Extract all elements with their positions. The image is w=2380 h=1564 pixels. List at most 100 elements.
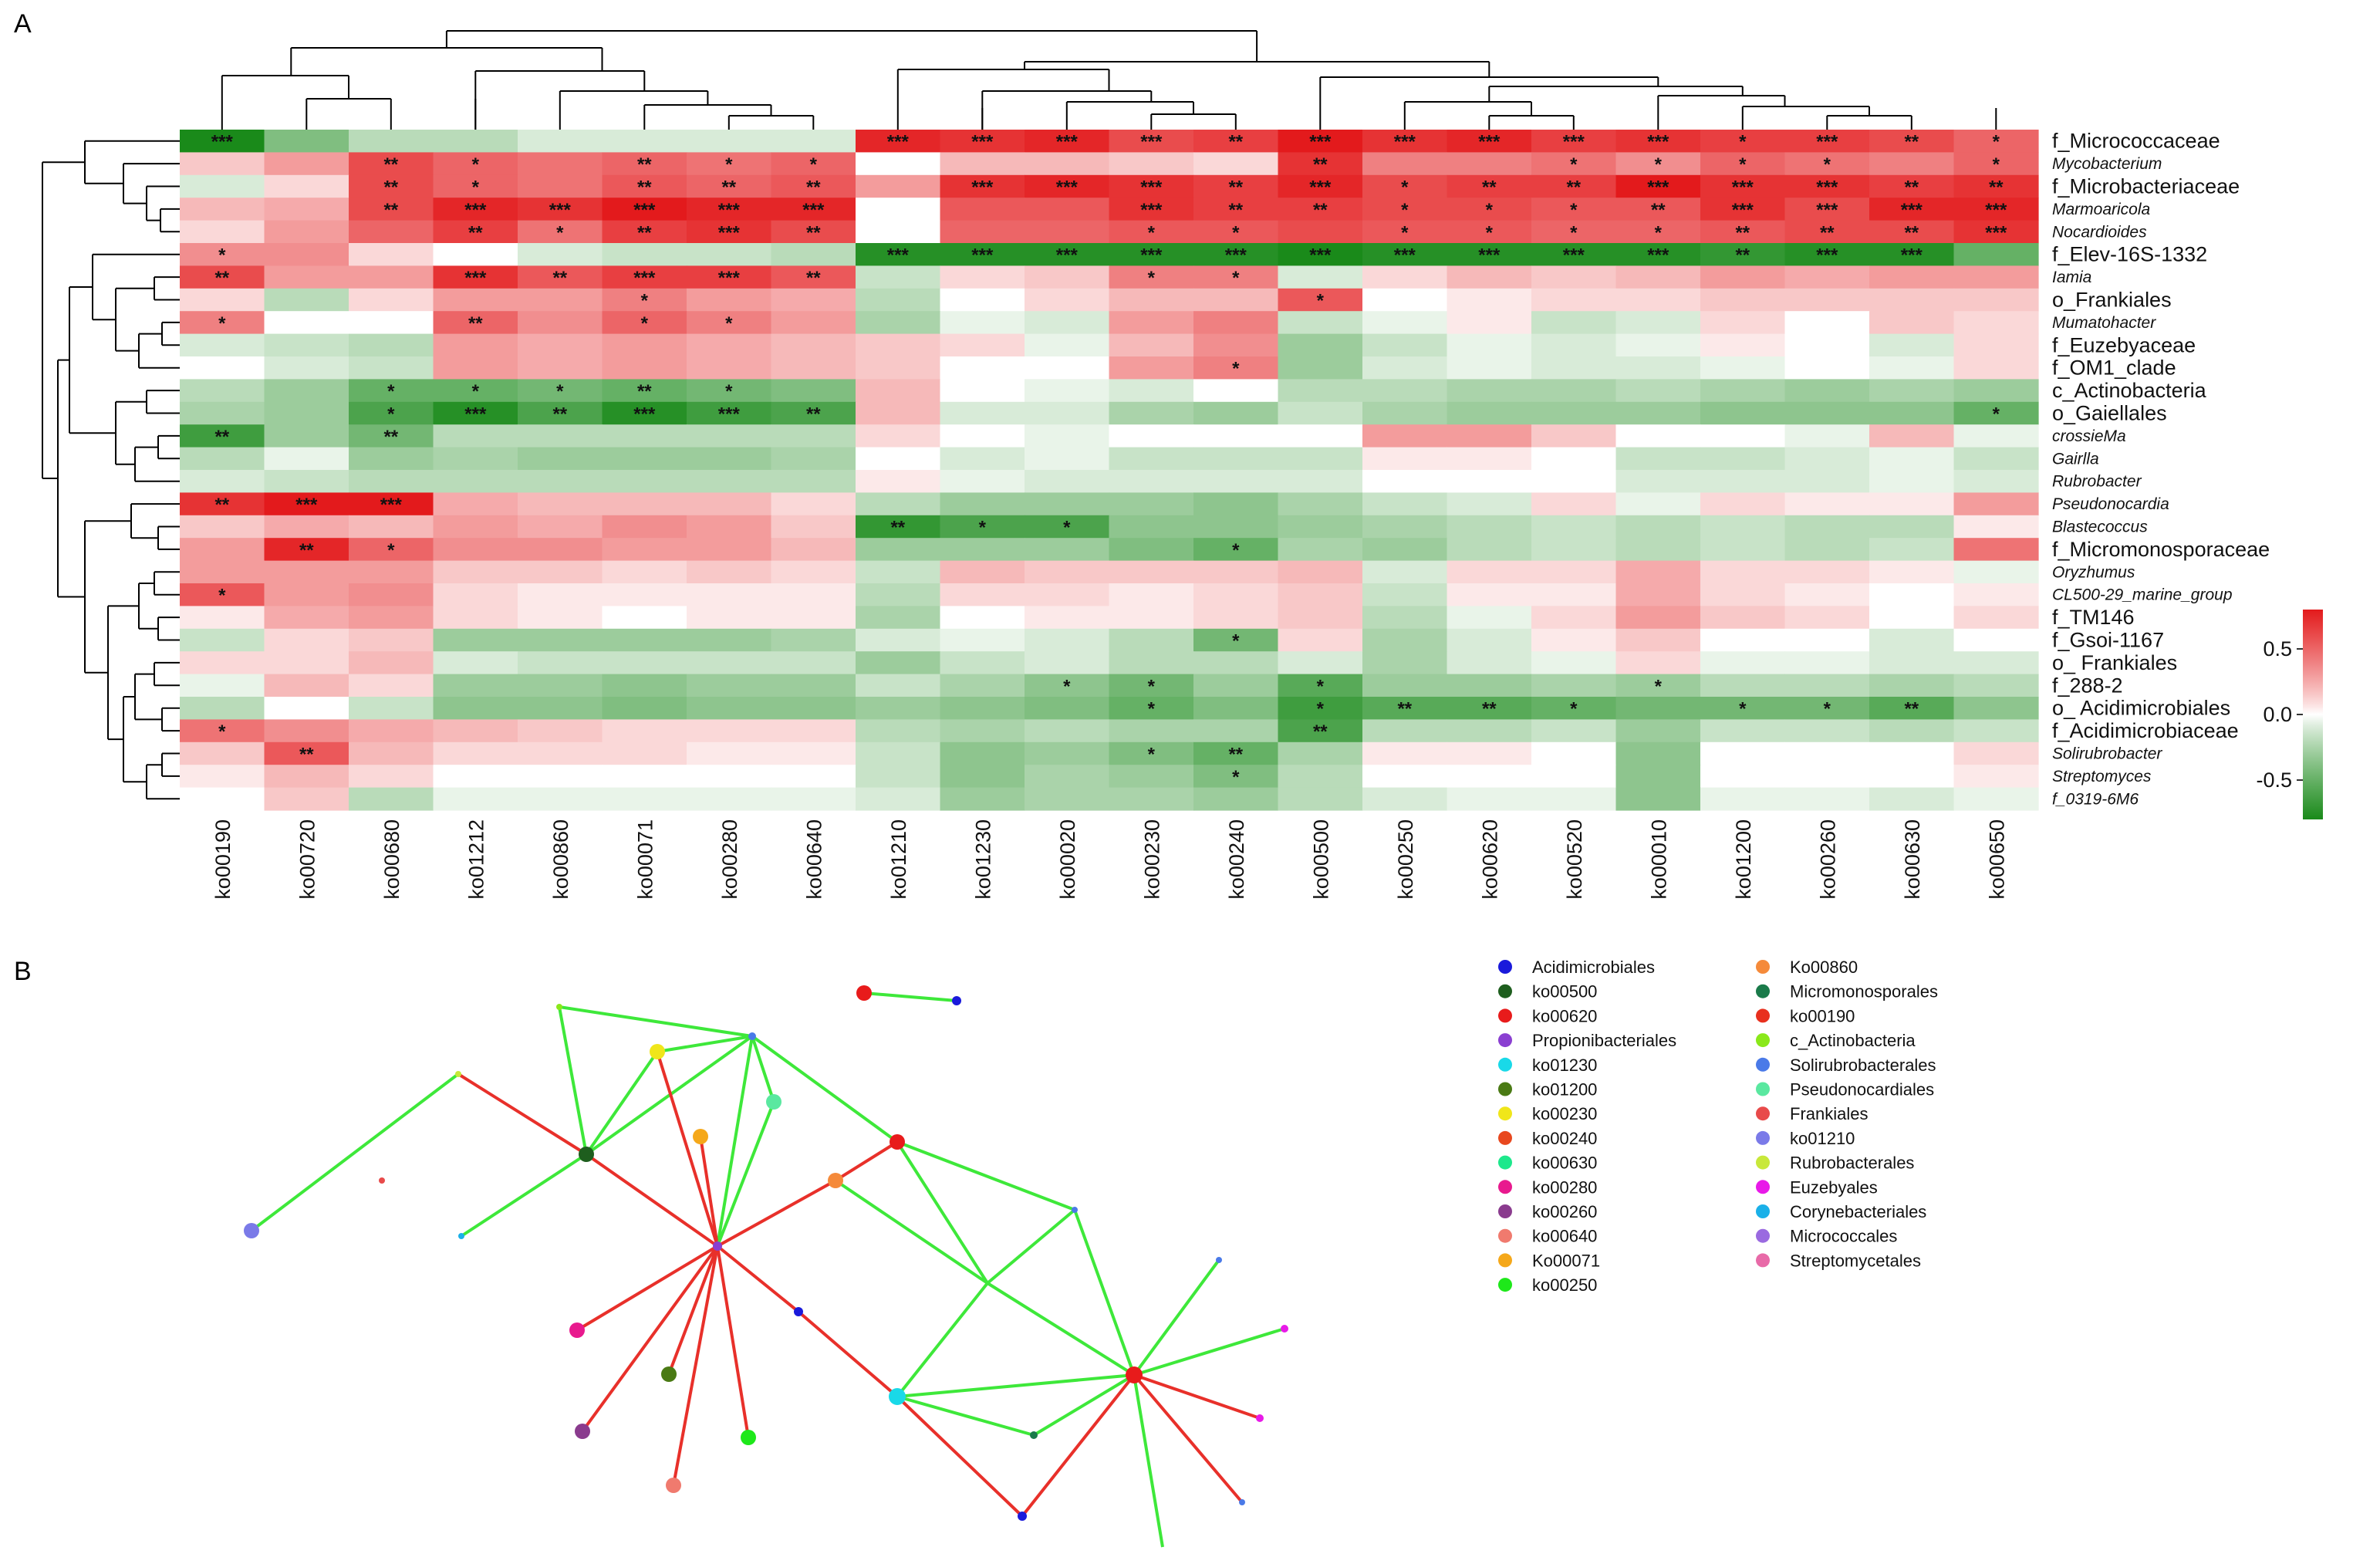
column-label: ko01212 [464,819,488,900]
heatmap-cell [1362,401,1448,425]
heatmap-cell [940,174,1025,198]
heatmap-cell [1278,628,1363,652]
heatmap-cell [687,787,772,811]
heatmap-cell [518,424,603,448]
heatmap-cell [433,447,518,471]
heatmap-cell [1953,401,2039,425]
heatmap-cell [1362,765,1448,789]
network-node [1216,1257,1222,1263]
legend-label: ko00500 [1532,982,1597,1002]
heatmap-cell [433,492,518,516]
heatmap-cell [264,333,349,357]
heatmap-cell [180,538,265,562]
heatmap-cell [1193,674,1279,698]
significance-mark: ** [1735,245,1750,266]
heatmap-cell [771,424,856,448]
heatmap-cell [433,606,518,630]
heatmap-cell [1700,787,1786,811]
significance-mark: *** [1140,177,1163,198]
significance-mark: * [1739,154,1747,175]
heatmap-cell [1784,379,1870,403]
heatmap-cell [180,198,265,221]
network-edge [986,1282,1136,1377]
significance-mark: *** [1140,132,1163,153]
heatmap-cell [349,674,434,698]
heatmap-cell [433,198,518,221]
heatmap-cell [1531,220,1617,244]
heatmap-cell [940,492,1025,516]
heatmap-cell [1784,492,1870,516]
heatmap-cell [1362,130,1448,153]
significance-mark: * [1570,222,1578,243]
heatmap-cell [602,538,687,562]
row-label: f_288-2 [2052,674,2123,697]
heatmap-cell [1953,470,2039,493]
colorbar-tick-label: 0.0 [2263,703,2292,726]
network-edge [585,1050,659,1156]
heatmap-cell [771,379,856,403]
significance-mark: *** [1732,200,1754,221]
heatmap-cell [1193,719,1279,743]
heatmap-cell [349,492,434,516]
heatmap-cell [1109,447,1194,471]
heatmap-cell [602,741,687,765]
heatmap-cell [349,583,434,606]
row-label: c_Actinobacteria [2052,379,2207,402]
heatmap-cell [349,265,434,289]
heatmap-cell [1447,470,1532,493]
network-graph [244,985,1288,1548]
heatmap-cell [1025,492,1110,516]
heatmap-cell [1025,765,1110,789]
heatmap-cell [1362,697,1448,720]
significance-mark: * [1993,132,2000,153]
column-label: ko00500 [1309,819,1332,900]
legend-swatch [1756,1033,1770,1048]
network-edge [896,1373,1135,1398]
heatmap-cell [1615,606,1701,630]
heatmap-cell [1615,719,1701,743]
legend-label: Ko00071 [1532,1251,1600,1270]
network-edge [863,991,957,1002]
heatmap-cell [771,265,856,289]
colorbar-tick-label: -0.5 [2256,768,2292,792]
heatmap-cell [1447,174,1532,198]
heatmap-cell [771,697,856,720]
heatmap-cell [1784,333,1870,357]
network-edge [672,1245,719,1486]
significance-mark: *** [1394,132,1416,153]
heatmap-cell [1700,379,1786,403]
network-node [579,1147,594,1162]
heatmap-cell [1447,152,1532,176]
heatmap-cell [1953,447,2039,471]
row-label: Solirubrobacter [2052,745,2162,763]
network-edge [1073,1209,1136,1376]
network-edge [896,1282,989,1398]
network-node [766,1094,782,1110]
heatmap-cell [1531,152,1617,176]
heatmap-cell [1278,492,1363,516]
heatmap-cell [940,356,1025,380]
network-edge [896,1395,1035,1437]
heatmap-cell [1700,311,1786,335]
heatmap-cell [1278,651,1363,675]
heatmap-cell [349,356,434,380]
heatmap-cell [1700,243,1786,266]
heatmap-cell [1278,288,1363,312]
heatmap-cell [1025,265,1110,289]
heatmap-cell [771,356,856,380]
heatmap-cell [940,697,1025,720]
network-edge [1032,1373,1136,1437]
heatmap-cell [1362,174,1448,198]
column-label: ko00250 [1394,819,1417,900]
heatmap-cell [940,311,1025,335]
network-edge [751,1035,899,1143]
network-edge [834,1179,989,1285]
heatmap-cell [1784,787,1870,811]
heatmap-cell [518,470,603,493]
heatmap-cell [1447,719,1532,743]
heatmap-cell [518,311,603,335]
heatmap-cell [1362,719,1448,743]
heatmap-cell [1193,651,1279,675]
heatmap-cell [1193,265,1279,289]
heatmap-cell [1700,401,1786,425]
